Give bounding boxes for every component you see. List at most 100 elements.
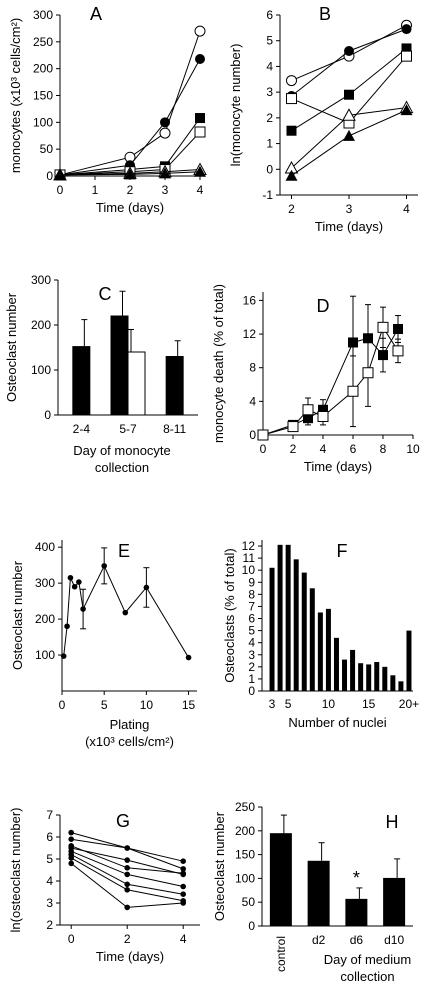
- y-tick-label: 4: [266, 59, 273, 73]
- x-axis-title: collection: [340, 969, 394, 984]
- y-tick-label: 200: [235, 824, 255, 838]
- x-tick-label: 0: [260, 442, 267, 456]
- x-axis-title: Day of monocyte: [73, 443, 171, 458]
- x-axis-title: Plating: [110, 717, 150, 732]
- y-tick-label: 5: [266, 34, 273, 48]
- bar: [342, 659, 348, 691]
- data-point-dot: [124, 845, 130, 851]
- panel-g: G 2 3 4 5 6 7 0 2 4 Time (days) ln(osteoclast numbe…: [8, 808, 200, 964]
- x-tick-label: 10: [406, 442, 420, 456]
- x-tick-label: d10: [384, 933, 404, 947]
- data-point-square-filled: [286, 125, 297, 136]
- x-tick-label: 0: [57, 183, 64, 197]
- y-tick-label: 3: [266, 85, 273, 99]
- x-axis-title: (x10³ cells/cm²): [85, 734, 174, 749]
- data-point-dot: [124, 857, 130, 863]
- y-tick-label: 50: [242, 895, 256, 909]
- series-line: [59, 58, 201, 176]
- bar: [358, 663, 364, 691]
- data-point-circle-filled: [195, 54, 205, 65]
- y-tick-label: 12: [243, 327, 257, 341]
- panel-e: E 100 200 300 400 0 5 10 15 Osteoclast number Plat…: [10, 540, 197, 749]
- y-tick-label: 200: [33, 62, 53, 76]
- data-point-dot: [76, 579, 82, 585]
- x-tick-label: 5: [285, 697, 292, 711]
- x-tick-label: 15: [362, 697, 376, 711]
- data-point-square-filled: [363, 333, 373, 344]
- y-tick-label: 200: [35, 612, 55, 626]
- series-line: [59, 117, 201, 176]
- x-axis-title: Time (days): [315, 219, 383, 234]
- x-tick-label: control: [274, 936, 288, 972]
- data-point-circle-filled: [401, 24, 412, 35]
- bar: [301, 572, 307, 691]
- x-tick-label: 4: [403, 202, 410, 216]
- y-tick-label: 16: [243, 293, 257, 307]
- series-line: [59, 131, 201, 176]
- panel-label: A: [90, 4, 102, 24]
- bar: [293, 559, 299, 691]
- y-tick-label: 4: [248, 636, 255, 650]
- y-tick-label: 3: [46, 896, 53, 910]
- bar: [406, 630, 412, 691]
- data-point-square-open: [257, 429, 269, 441]
- panel-b: B -1 0 1 2 3 4 5 6 2 3 4 Time (days) ln(monocyte numb…: [228, 4, 418, 234]
- bar: [317, 612, 323, 691]
- y-axis-title: ln(osteoclast number): [8, 808, 23, 933]
- x-tick-label: 3: [346, 202, 353, 216]
- x-tick-label: 10: [322, 697, 336, 711]
- y-axis-title: ln(monocyte number): [228, 44, 243, 167]
- data-point-circle-filled: [160, 117, 170, 128]
- panel-d: D 0 4 8 12 16 0 2 4 6 8 10 Time (days) monocyte death…: [211, 284, 420, 474]
- y-axis-title: monocytes (x10³ cells/cm²): [8, 18, 23, 173]
- y-axis-title: Osteoclasts (% of total): [222, 548, 237, 682]
- x-tick-label: 6: [350, 442, 357, 456]
- bar: [72, 346, 91, 416]
- data-point-square-filled: [401, 43, 412, 54]
- data-point-square-open: [287, 421, 299, 433]
- x-tick-label: 2: [127, 183, 134, 197]
- bar: [383, 877, 406, 926]
- x-tick-label: 3: [269, 697, 276, 711]
- bar: [269, 833, 292, 926]
- y-tick-label: 6: [46, 830, 53, 844]
- x-tick-label: 5-7: [119, 422, 137, 436]
- data-point-triangle-filled: [124, 168, 136, 180]
- panel-label: D: [317, 296, 330, 316]
- data-point-square-open: [302, 404, 314, 416]
- y-tick-label: 50: [40, 142, 54, 156]
- data-point-dot: [68, 836, 74, 842]
- y-tick-label: 400: [35, 540, 55, 554]
- x-tick-label: 0: [59, 698, 66, 712]
- data-point-dot: [68, 855, 74, 861]
- x-tick-label: 2-4: [73, 422, 91, 436]
- y-axis-title: Osteoclast number: [4, 292, 19, 402]
- y-tick-label: 100: [35, 648, 55, 662]
- data-point-square-filled: [195, 113, 205, 124]
- y-tick-label: 9: [248, 575, 255, 589]
- x-tick-label: 10: [140, 698, 154, 712]
- series-line: [59, 30, 201, 176]
- y-tick-label: 3: [248, 648, 255, 662]
- data-point-dot: [124, 871, 130, 878]
- data-point-dot: [185, 654, 192, 661]
- data-point-triangle-filled: [400, 104, 413, 116]
- y-tick-label: 0: [44, 408, 51, 422]
- panel-a: A 0 50 100 150 200 250 300 0 1 2 3 4 Time (days) monoc…: [8, 4, 207, 215]
- data-point-triangle-filled: [54, 168, 66, 180]
- y-tick-label: 300: [31, 273, 51, 287]
- y-tick-label: 100: [31, 363, 51, 377]
- y-tick-label: 150: [235, 848, 255, 862]
- panel-h: H 0 50 100 150 200 250 control d2 d6 * d10 Day of me…: [212, 800, 413, 984]
- panel-label: H: [386, 812, 399, 832]
- y-tick-label: 100: [33, 115, 53, 129]
- y-tick-label: -1: [262, 188, 273, 202]
- bar: [285, 544, 291, 691]
- y-tick-label: 4: [46, 874, 53, 888]
- y-tick-label: 100: [235, 871, 255, 885]
- x-tick-label: 0: [68, 932, 75, 946]
- bar: [350, 649, 356, 691]
- bar: [366, 664, 372, 691]
